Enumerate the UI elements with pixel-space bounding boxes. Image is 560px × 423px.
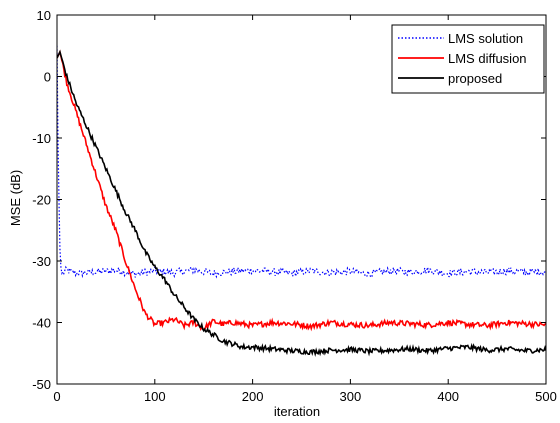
y-tick-label: -10: [32, 131, 51, 146]
x-tick-label: 500: [535, 389, 557, 404]
legend-label: LMS solution: [448, 31, 523, 46]
y-tick-label: -30: [32, 254, 51, 269]
y-tick-label: 0: [44, 70, 51, 85]
legend-box: [391, 24, 545, 94]
legend: LMS solution LMS diffusion proposed: [391, 24, 545, 94]
y-tick-label: -40: [32, 316, 51, 331]
legend-label: proposed: [448, 71, 502, 86]
x-tick-label: 100: [144, 389, 166, 404]
legend-label: LMS diffusion: [448, 51, 527, 66]
y-tick-label: -50: [32, 377, 51, 392]
y-tick-label: -20: [32, 193, 51, 208]
x-axis-label: iteration: [274, 404, 320, 419]
x-tick-label: 300: [340, 389, 362, 404]
series-line-proposed: [57, 49, 546, 357]
series-line-lms-diffusion: [57, 49, 546, 332]
y-tick-label: 10: [37, 8, 51, 23]
y-axis-label: MSE (dB): [8, 170, 23, 226]
x-tick-label: 200: [242, 389, 264, 404]
x-tick-label: 0: [53, 389, 60, 404]
plot-area: [57, 45, 546, 357]
x-tick-label: 400: [437, 389, 459, 404]
series-line-lms-solution: [57, 45, 546, 279]
